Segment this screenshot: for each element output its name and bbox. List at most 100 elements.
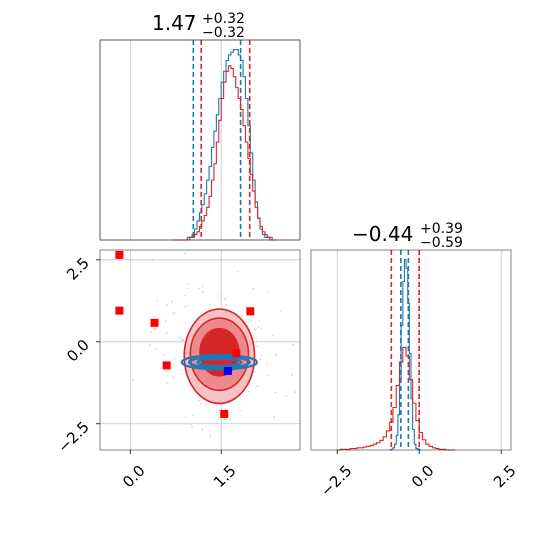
title-bottom-right-sup: +0.39 xyxy=(420,221,463,237)
marker-red xyxy=(220,409,229,418)
sample-point xyxy=(247,390,250,393)
sample-point xyxy=(171,301,173,304)
sample-point xyxy=(191,425,193,428)
histograms-bottom-right xyxy=(337,250,456,451)
sample-point xyxy=(254,328,257,331)
histogram-step-1 xyxy=(337,346,456,451)
axes-background-bottom-right xyxy=(311,250,511,450)
sample-point xyxy=(173,358,176,361)
sample-point xyxy=(154,327,156,330)
sample-point xyxy=(225,304,228,306)
xticks-bottom-left: 0.0 1.5 xyxy=(119,450,240,491)
sample-point xyxy=(172,375,175,378)
sample-point xyxy=(202,290,204,293)
sample-point xyxy=(165,304,168,306)
sample-point xyxy=(292,343,295,346)
sample-point xyxy=(260,327,263,330)
sample-point xyxy=(177,259,180,262)
sample-point xyxy=(248,383,250,386)
sample-point xyxy=(155,348,158,350)
tick-label-y: 2.5 xyxy=(63,254,93,284)
sample-point xyxy=(285,394,288,397)
sample-point xyxy=(255,345,258,348)
sample-point xyxy=(197,400,200,402)
panel-bottom-left: 0.0 1.5 2.5 0.0 −2.5 xyxy=(54,249,301,491)
sample-point xyxy=(186,304,189,307)
sample-point xyxy=(187,287,190,290)
marker-red xyxy=(246,307,255,316)
sample-point xyxy=(184,415,187,418)
sample-point xyxy=(165,422,167,425)
sample-point xyxy=(201,285,204,288)
sample-point xyxy=(239,410,242,412)
sample-point xyxy=(165,382,168,385)
sample-point xyxy=(218,409,221,412)
title-top-left-sup: +0.32 xyxy=(202,11,245,27)
histograms-top-left xyxy=(172,40,277,241)
sample-point xyxy=(215,411,218,414)
xticks-bottom-right: −2.5 0.0 2.5 xyxy=(317,450,520,500)
sample-point xyxy=(291,373,293,376)
sample-point xyxy=(229,419,232,422)
sample-point xyxy=(216,422,218,424)
contour-blue-1 xyxy=(187,355,251,369)
sample-point xyxy=(250,319,253,322)
sample-point xyxy=(215,404,218,407)
sample-point xyxy=(148,343,151,346)
contour-blue-0 xyxy=(180,353,259,371)
sample-point xyxy=(199,402,202,405)
sample-point xyxy=(208,304,211,306)
marker-red xyxy=(115,306,124,315)
sample-point xyxy=(259,358,262,361)
sample-point xyxy=(150,331,153,333)
sample-point xyxy=(252,287,255,290)
sample-point xyxy=(255,336,258,339)
title-top-left: 1.47 xyxy=(152,11,197,35)
sample-point xyxy=(274,391,277,394)
tick-label-y: 0.0 xyxy=(63,336,93,366)
axes-frame-top-left xyxy=(99,39,301,241)
sample-point xyxy=(205,404,208,406)
tick-label-x: 1.5 xyxy=(210,462,240,492)
sample-point xyxy=(183,294,186,297)
marker-red xyxy=(150,318,159,327)
sample-point xyxy=(260,354,262,356)
title-top-left-value: 1.47 xyxy=(152,11,197,35)
contours-bottom-left xyxy=(132,252,296,437)
sample-point xyxy=(272,416,275,419)
axes-border-top-left xyxy=(99,39,301,241)
sample-point xyxy=(294,391,296,394)
tick-label-y: −2.5 xyxy=(54,418,92,456)
grid-top-left xyxy=(129,40,222,240)
title-top-left-sub: −0.32 xyxy=(202,25,245,41)
sample-point xyxy=(198,287,200,290)
tick-label-x: 0.0 xyxy=(408,462,438,492)
sample-point xyxy=(132,379,134,382)
title-bottom-right-value: −0.44 xyxy=(352,222,413,246)
sample-point xyxy=(258,320,261,323)
sample-point xyxy=(266,291,269,294)
sample-point xyxy=(151,259,154,262)
sample-point xyxy=(224,418,226,421)
sample-point xyxy=(255,340,258,343)
panel-bottom-right: −2.5 0.0 2.5 −0.44 +0.39 −0.59 xyxy=(310,221,520,500)
sample-point xyxy=(165,320,168,323)
marker-red xyxy=(115,250,124,259)
tick-label-x: −2.5 xyxy=(317,462,355,500)
sample-point xyxy=(241,314,244,317)
sample-point xyxy=(156,300,159,303)
axes-border-bottom-left xyxy=(99,249,301,451)
sample-point xyxy=(181,339,184,341)
sample-point xyxy=(159,367,162,370)
sample-point xyxy=(253,370,256,373)
axes-border-bottom-right xyxy=(310,249,512,451)
title-bottom-right: −0.44 xyxy=(352,222,413,246)
sample-point xyxy=(274,353,277,356)
marker-red xyxy=(232,349,241,358)
sample-point xyxy=(189,423,192,426)
yticks-bottom-left: 2.5 0.0 −2.5 xyxy=(54,254,100,456)
title-bottom-right-sub: −0.59 xyxy=(420,235,463,251)
markers-bottom-left xyxy=(115,250,255,418)
sample-point xyxy=(236,270,239,273)
